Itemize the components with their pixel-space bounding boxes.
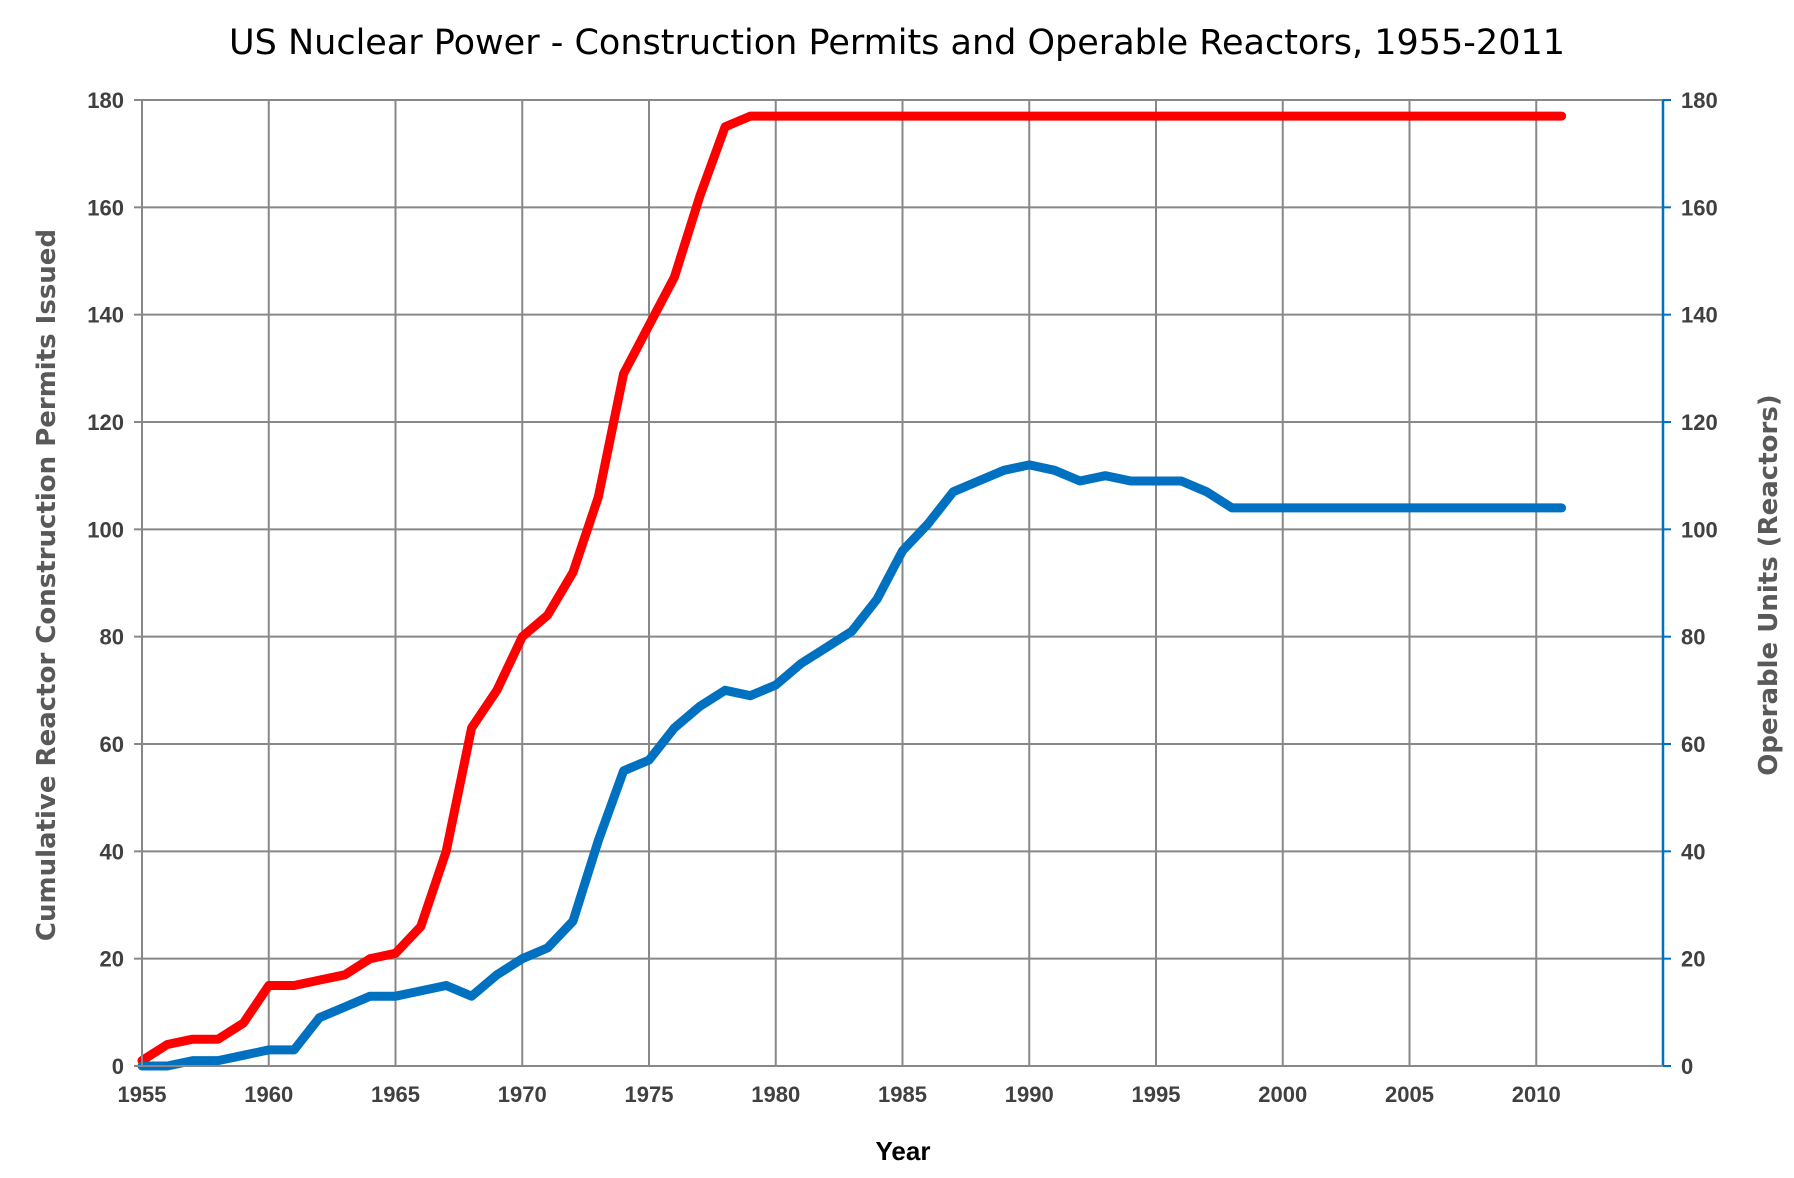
y-tick-label-right: 140 — [1681, 303, 1718, 328]
y-tick-label-left: 100 — [87, 517, 124, 542]
x-tick-label: 2010 — [1512, 1082, 1561, 1107]
chart-title: US Nuclear Power - Construction Permits … — [229, 23, 1565, 63]
y-axis-title-right: Operable Units (Reactors) — [1754, 394, 1784, 775]
x-tick-label: 1980 — [751, 1082, 800, 1107]
series-line-1 — [137, 111, 1567, 1066]
x-axis-title: Year — [876, 1136, 931, 1166]
x-tick-label: 2005 — [1385, 1082, 1434, 1107]
y-tick-label-right: 20 — [1681, 947, 1705, 972]
y-tick-label-left: 160 — [87, 195, 124, 220]
grid — [141, 99, 1664, 1067]
x-tick-label: 1985 — [878, 1082, 927, 1107]
y-tick-label-right: 40 — [1681, 839, 1705, 864]
x-tick-label: 1965 — [371, 1082, 420, 1107]
axes — [134, 99, 1671, 1067]
y-tick-label-right: 120 — [1681, 410, 1718, 435]
y-tick-label-left: 120 — [87, 410, 124, 435]
tick-labels: 0 20 40 60 80 100 120 140 160 180 0 20 40 60 80 100 120 1… — [87, 88, 1717, 1107]
y-tick-label-left: 0 — [112, 1054, 124, 1079]
y-axis-title-left: Cumulative Reactor Construction Permits … — [32, 229, 62, 941]
x-tick-label: 1970 — [498, 1082, 547, 1107]
y-tick-label-right: 0 — [1681, 1054, 1693, 1079]
series-line-2 — [137, 460, 1567, 1071]
x-tick-label: 1960 — [244, 1082, 293, 1107]
x-tick-label: 1990 — [1005, 1082, 1054, 1107]
y-tick-label-right: 160 — [1681, 195, 1718, 220]
y-tick-label-left: 180 — [87, 88, 124, 113]
x-tick-label: 1995 — [1132, 1082, 1181, 1107]
x-tick-label: 1955 — [118, 1082, 167, 1107]
series-layer — [137, 111, 1567, 1071]
y-tick-label-left: 80 — [100, 625, 124, 650]
y-tick-label-left: 60 — [100, 732, 124, 757]
y-tick-label-right: 80 — [1681, 625, 1705, 650]
y-tick-label-left: 20 — [100, 947, 124, 972]
y-tick-label-left: 40 — [100, 839, 124, 864]
y-tick-label-right: 60 — [1681, 732, 1705, 757]
y-tick-label-right: 180 — [1681, 88, 1718, 113]
x-tick-label: 1975 — [625, 1082, 674, 1107]
y-tick-label-right: 100 — [1681, 517, 1718, 542]
x-tick-label: 2000 — [1258, 1082, 1307, 1107]
y-tick-label-left: 140 — [87, 303, 124, 328]
